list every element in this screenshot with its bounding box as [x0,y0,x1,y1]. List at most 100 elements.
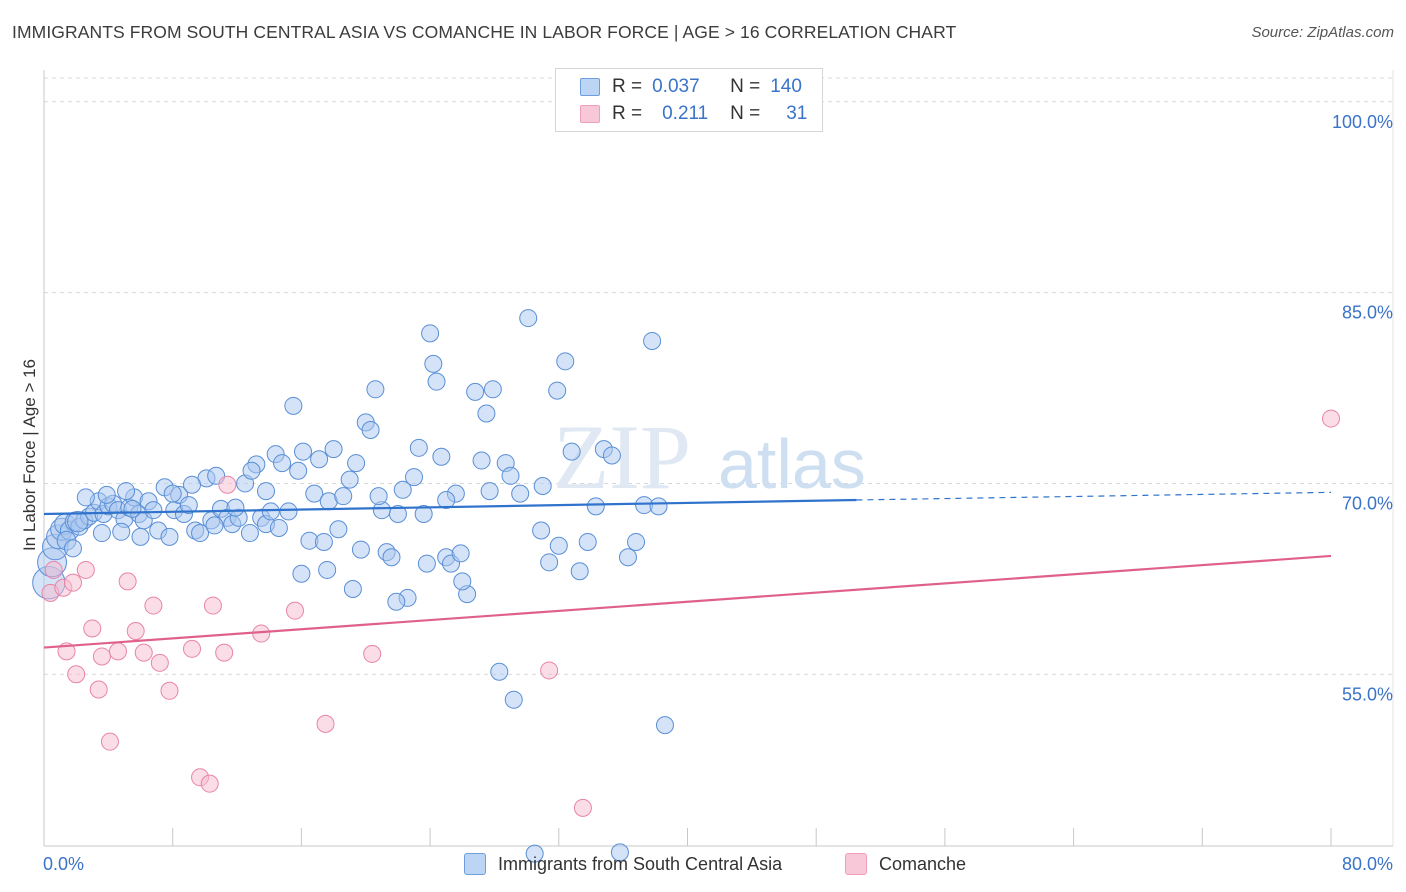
data-point-blue [480,482,499,501]
watermark-atlas: atlas [718,425,866,503]
y-tick-label: 100.0% [1332,112,1393,132]
legend-r-label: R = [612,103,643,124]
data-point-blue [324,440,343,459]
data-point-blue [388,504,407,523]
trend-line-pink [43,554,1332,649]
legend-r-value: 0.211 [662,103,709,124]
data-point-blue [279,502,298,521]
data-point-pink [67,665,86,684]
data-point-blue [310,450,329,469]
data-point-blue [424,354,443,373]
data-point-blue [548,381,567,400]
data-point-blue [586,497,605,516]
trend-line-blue [43,498,857,516]
legend-row-blue: R = 0.037 N = 140 [580,75,802,99]
data-point-blue [191,524,210,543]
data-point-blue [393,480,412,499]
data-point-blue [562,442,581,461]
data-point-blue [261,502,280,521]
data-point-pink [183,639,202,658]
data-point-blue [451,544,470,563]
legend-r-value: 0.037 [652,76,700,97]
data-point-blue [273,454,292,473]
data-point-blue [643,331,662,350]
data-point-blue [421,324,440,343]
legend-item-pink: Comanche [845,851,966,877]
data-point-blue [453,572,472,591]
y-axis-label: In Labor Force | Age > 16 [20,358,39,552]
legend-n-value: 31 [786,103,808,124]
legend-swatch-pink [580,105,600,123]
data-point-blue [361,421,380,440]
data-point-pink [109,642,128,661]
y-tick-label: 85.0% [1342,303,1393,323]
data-point-blue [340,470,359,489]
legend-item-blue: Immigrants from South Central Asia [464,851,782,877]
data-point-blue [294,442,313,461]
stats-legend: R = 0.037 N = 140 R = 0.211 N = 31 [555,68,823,132]
legend-r-label: R = [612,76,643,97]
data-point-blue [549,536,568,555]
data-point-blue [257,482,276,501]
data-point-pink [126,622,145,641]
data-point-pink [44,560,63,579]
legend-n-label: N = [730,76,761,97]
data-point-pink [540,661,559,680]
legend-swatch-blue [580,78,600,96]
data-point-blue [602,446,621,465]
data-point-blue [511,484,530,503]
data-point-blue [183,475,202,494]
data-point-blue [97,485,116,504]
data-point-blue [414,504,433,523]
data-point-blue [347,454,366,473]
legend-swatch-pink [845,853,867,875]
data-point-pink [573,798,592,817]
data-point-blue [76,488,95,507]
data-point-blue [366,380,385,399]
data-point-pink [200,774,219,793]
data-point-blue [501,466,520,485]
data-point-blue [351,540,370,559]
data-point-blue [417,554,436,573]
data-point-pink [76,560,95,579]
legend-row-pink: R = 0.211 N = 31 [580,102,807,126]
data-point-blue [314,532,333,551]
data-point-blue [618,548,637,567]
data-point-blue [123,499,142,518]
data-point-blue [131,527,150,546]
data-point-blue [163,484,182,503]
data-point-blue [369,487,388,506]
data-point-blue [610,843,629,862]
data-point-blue [179,496,198,515]
data-point-pink [63,573,82,592]
data-point-pink [215,643,234,662]
data-point-blue [387,592,406,611]
data-point-blue [144,501,163,520]
legend-n-label: N = [730,103,761,124]
data-point-pink [118,572,137,591]
data-point-blue [343,580,362,599]
data-point-blue [490,662,509,681]
chart-title: IMMIGRANTS FROM SOUTH CENTRAL ASIA VS CO… [12,22,957,42]
series-blue-points [32,309,674,863]
data-point-blue [405,468,424,487]
data-point-blue [284,396,303,415]
data-point-blue [63,539,82,558]
data-point-blue [409,438,428,457]
data-point-blue [570,562,589,581]
data-point-blue [655,716,674,735]
data-point-blue [533,476,552,495]
data-point-blue [427,372,446,391]
data-point-pink [285,601,304,620]
data-point-pink [150,653,169,672]
tick-labels: 55.0% 70.0% 85.0% 100.0% 0.0% 80.0% [43,112,1393,874]
data-point-blue [205,516,224,535]
data-point-blue [504,690,523,709]
data-point-blue [269,518,288,537]
legend-series-name: Comanche [879,853,967,874]
data-point-blue [519,309,538,328]
data-point-pink [1322,409,1340,428]
data-point-blue [437,490,456,509]
legend-n-value: 140 [770,76,802,97]
